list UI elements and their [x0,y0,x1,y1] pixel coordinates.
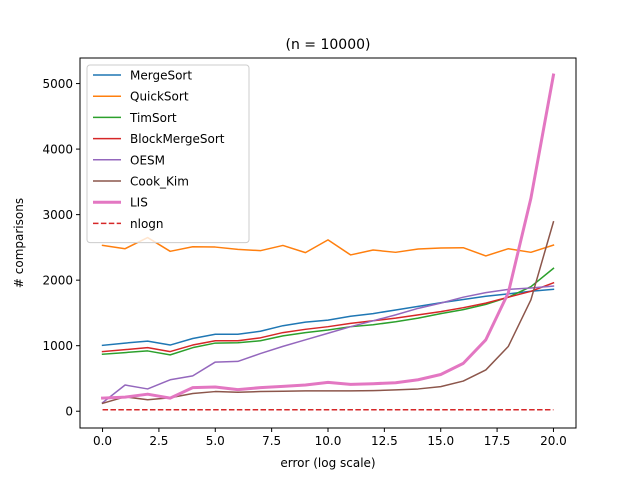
x-tick-label: 5.0 [206,434,225,448]
y-tick-label: 5000 [42,77,73,91]
series-layer [100,73,556,411]
series-line-blockmergesort [101,281,555,353]
y-tick-label: 2000 [42,274,73,288]
legend-label-timsort: TimSort [129,111,177,125]
x-tick-label: 2.5 [149,434,168,448]
series-line-timsort [101,267,555,356]
legend-label-nlogn: nlogn [130,217,164,231]
legend: MergeSort QuickSort TimSort BlockMergeSort O… [86,64,250,244]
legend-label-quicksort: QuickSort [130,90,189,104]
x-tick-label: 15.0 [427,434,454,448]
y-tick-label: 3000 [42,208,73,222]
x-tick-label: 12.5 [371,434,398,448]
y-axis: 0 1000 2000 3000 4000 5000 [42,77,80,419]
legend-label-lis: LIS [130,196,148,210]
y-tick-label: 4000 [42,143,73,157]
legend-label-mergesort: MergeSort [130,69,192,83]
series-line-lis [100,73,556,400]
x-axis: 0.0 2.5 5.0 7.5 10.0 12.5 15.0 17.5 20.0 [93,428,567,448]
y-axis-label: # comparisons [12,198,26,288]
series-line-oesm [101,285,555,404]
series-line-cook-kim [101,220,555,405]
chart-title: (n = 10000) [286,37,371,53]
legend-box [86,64,250,244]
x-axis-label: error (log scale) [280,456,375,470]
legend-label-cook-kim: Cook_Kim [130,175,189,189]
x-tick-label: 17.5 [484,434,511,448]
y-tick-label: 0 [65,405,73,419]
x-tick-label: 20.0 [540,434,567,448]
x-tick-label: 0.0 [93,434,112,448]
x-tick-label: 10.0 [315,434,342,448]
x-tick-label: 7.5 [262,434,281,448]
legend-label-blockmergesort: BlockMergeSort [130,132,225,146]
series-line-mergesort [101,288,555,347]
y-tick-label: 1000 [42,339,73,353]
legend-label-oesm: OESM [130,153,165,167]
series-line-quicksort [101,236,555,257]
